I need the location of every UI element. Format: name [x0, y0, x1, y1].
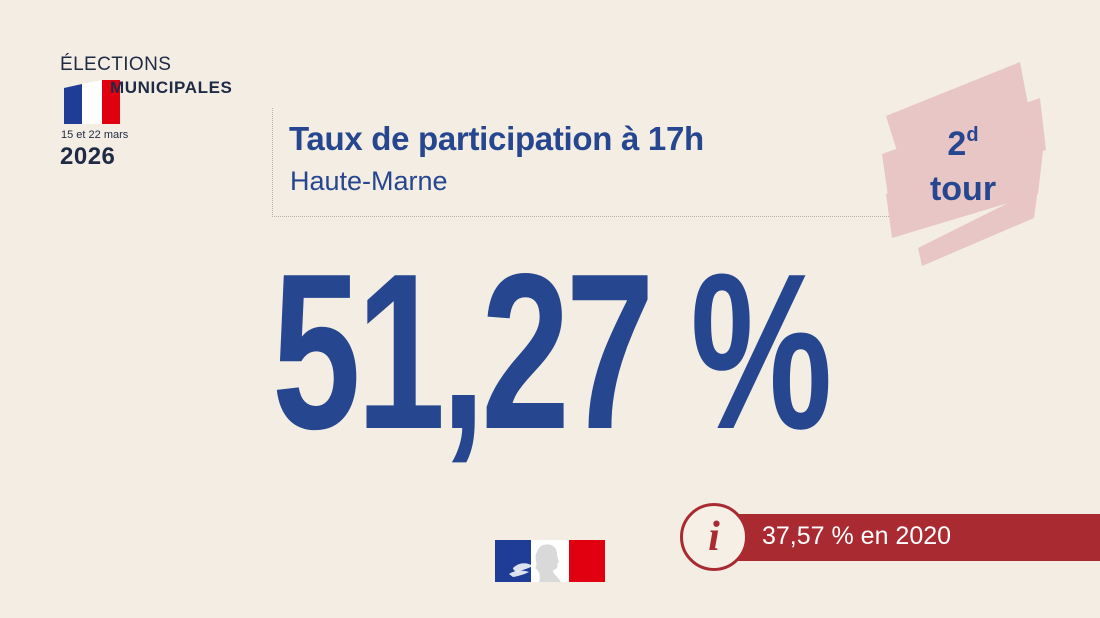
info-icon: i	[680, 503, 748, 571]
round-superscript: d	[966, 124, 979, 146]
round-number: 2	[947, 125, 967, 163]
turnout-value: 51,27 %	[271, 228, 833, 476]
logo-dates: 15 et 22 mars	[61, 129, 129, 141]
marianne-logo	[495, 540, 605, 582]
round-number-line: 2d	[888, 124, 1038, 169]
page-title: Taux de participation à 17h	[289, 120, 704, 157]
department-name: Haute-Marne	[290, 166, 448, 196]
round-label: 2d tour	[888, 124, 1038, 209]
elections-logo: ÉLECTIONS MUNICIPALES 15 et 22 mars 2026	[54, 52, 264, 172]
info-glyph: i	[708, 514, 720, 560]
logo-title: ÉLECTIONS	[60, 54, 172, 75]
previous-turnout-text: 37,57 % en 2020	[762, 522, 952, 550]
french-flag-icon	[64, 80, 120, 124]
logo-year: 2026	[60, 143, 116, 170]
header: Taux de participation à 17h Haute-Marne	[272, 108, 889, 217]
round-word: tour	[929, 170, 997, 208]
round-badge: 2d tour	[878, 58, 1048, 270]
logo-subtitle: MUNICIPALES	[110, 78, 233, 97]
info-banner: 37,57 % en 2020	[690, 514, 1100, 561]
brush-stroke-shape	[882, 62, 1046, 266]
